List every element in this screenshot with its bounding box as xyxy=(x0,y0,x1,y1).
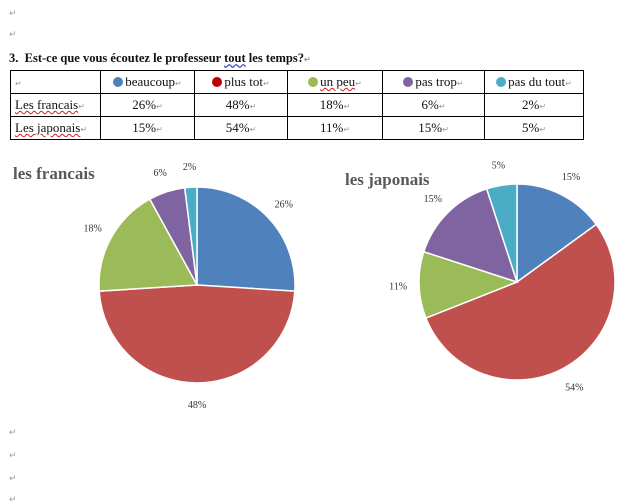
paragraph-mark: ↵ xyxy=(9,427,17,437)
paragraph-mark: ↵ xyxy=(262,79,270,88)
cell-value: 15% xyxy=(418,120,443,135)
paragraph-mark: ↵ xyxy=(9,494,17,504)
pie-slice-pas-du-tout xyxy=(485,183,518,283)
row-label: Les japonais xyxy=(15,120,81,135)
pie-slice-label: 11% xyxy=(389,282,407,293)
cell-value: 54% xyxy=(225,120,250,135)
row-label-cell: Les japonais↵ xyxy=(10,116,101,140)
pie-slice-label: 18% xyxy=(84,224,102,235)
pie-slice-beaucoup xyxy=(196,186,296,292)
value-cell: 15%↵ xyxy=(100,116,195,140)
header-cell: beaucoup↵ xyxy=(100,70,195,94)
paragraph-mark: ↵ xyxy=(249,125,257,134)
pie-slice-plus-tot xyxy=(424,223,616,381)
question-text-end: les temps? xyxy=(245,51,304,65)
question-heading: 3. Est-ce que vous écoutez le professeur… xyxy=(9,51,311,66)
table-header-row: ↵ beaucoup↵ plus tot↵ un peu↵ pas trop↵ … xyxy=(10,70,584,94)
paragraph-mark: ↵ xyxy=(9,29,17,39)
pie-slice-label: 54% xyxy=(565,382,583,393)
value-cell: 26%↵ xyxy=(100,93,195,117)
header-cell: un peu↵ xyxy=(287,70,383,94)
chart-title-japonais: les japonais xyxy=(345,170,430,189)
pie-slice-label: 26% xyxy=(275,200,293,211)
paragraph-mark: ↵ xyxy=(78,102,85,111)
pie-slice-label: 5% xyxy=(492,160,505,171)
paragraph-mark: ↵ xyxy=(15,79,22,88)
paragraph-mark: ↵ xyxy=(249,102,257,111)
paragraph-mark: ↵ xyxy=(9,473,17,483)
results-table: ↵ beaucoup↵ plus tot↵ un peu↵ pas trop↵ … xyxy=(10,70,584,140)
pie-slice-beaucoup xyxy=(516,183,598,284)
paragraph-mark: ↵ xyxy=(539,102,547,111)
paragraph-mark: ↵ xyxy=(9,450,17,460)
pie-slice-un-peu xyxy=(98,198,199,292)
header-cell: pas du tout↵ xyxy=(484,70,584,94)
cell-value: 15% xyxy=(132,120,157,135)
value-cell: 11%↵ xyxy=(287,116,383,140)
legend-dot-purple xyxy=(403,77,414,87)
paragraph-mark: ↵ xyxy=(304,55,311,64)
paragraph-mark: ↵ xyxy=(456,79,464,88)
paragraph-mark: ↵ xyxy=(343,125,351,134)
header-label: un peu xyxy=(320,74,356,89)
table-row: Les japonais↵ 15%↵ 54%↵ 11%↵ 15%↵ 5%↵ xyxy=(10,116,584,140)
row-label: Les francais xyxy=(15,97,79,112)
paragraph-mark: ↵ xyxy=(343,102,351,111)
question-text-start: Est-ce que vous écoutez le professeur xyxy=(24,51,225,65)
pie-slice-plus-tot xyxy=(98,284,296,384)
paragraph-mark: ↵ xyxy=(156,102,163,111)
pie-slice-label: 15% xyxy=(424,194,442,205)
cell-value: 11% xyxy=(319,120,344,135)
header-label: beaucoup xyxy=(125,74,176,89)
paragraph-mark: ↵ xyxy=(80,125,88,134)
pie-slice-label: 6% xyxy=(154,168,167,179)
pie-slice-label: 2% xyxy=(183,162,196,173)
question-number: 3. xyxy=(9,51,19,65)
header-cell: pas trop↵ xyxy=(382,70,485,94)
paragraph-mark: ↵ xyxy=(539,125,547,134)
paragraph-mark: ↵ xyxy=(565,79,572,88)
value-cell: 54%↵ xyxy=(194,116,288,140)
cell-value: 26% xyxy=(132,97,157,112)
value-cell: 15%↵ xyxy=(382,116,485,140)
legend-dot-green xyxy=(308,77,319,87)
pie-slice-pas-du-tout xyxy=(183,186,198,286)
pie-slice-label: 48% xyxy=(188,400,206,411)
paragraph-mark: ↵ xyxy=(442,125,449,134)
legend-dot-teal xyxy=(496,77,507,87)
cell-value: 5% xyxy=(521,120,540,135)
cell-value: 48% xyxy=(225,97,250,112)
paragraph-mark: ↵ xyxy=(9,8,17,18)
value-cell: 5%↵ xyxy=(484,116,584,140)
header-label: pas trop xyxy=(415,74,457,89)
paragraph-mark: ↵ xyxy=(156,125,163,134)
legend-dot-blue xyxy=(113,77,124,87)
cell-value: 6% xyxy=(421,97,439,112)
header-cell: plus tot↵ xyxy=(194,70,288,94)
header-label: pas du tout xyxy=(508,74,566,89)
question-text-underlined: tout xyxy=(224,51,246,65)
paragraph-mark: ↵ xyxy=(175,79,182,88)
cell-value: 18% xyxy=(319,97,344,112)
cell-value: 2% xyxy=(521,97,540,112)
value-cell: 48%↵ xyxy=(194,93,288,117)
pie-slice-un-peu xyxy=(418,250,520,320)
pie-slice-label: 15% xyxy=(562,172,580,183)
paragraph-mark: ↵ xyxy=(438,102,446,111)
legend-dot-red xyxy=(212,77,223,87)
table-corner-cell: ↵ xyxy=(10,70,101,94)
chart-title-francais: les francais xyxy=(13,164,95,183)
header-label: plus tot xyxy=(224,74,263,89)
paragraph-mark: ↵ xyxy=(355,79,362,88)
